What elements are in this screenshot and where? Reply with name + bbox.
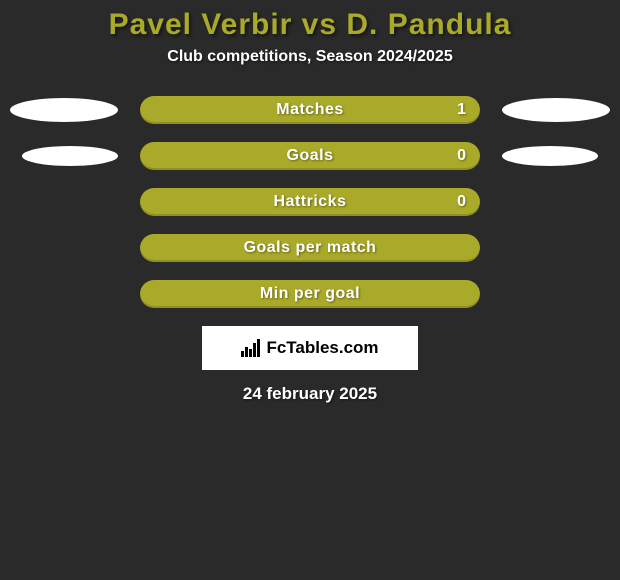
- stat-rows: Matches 1 Goals 0 Hattricks 0 Goals: [0, 96, 620, 308]
- stat-bar: Hattricks 0: [140, 188, 480, 216]
- stat-row: Goals per match: [0, 234, 620, 262]
- stat-label: Goals: [287, 147, 334, 165]
- right-ellipse: [502, 146, 598, 166]
- source-logo-text: FcTables.com: [266, 338, 378, 358]
- comparison-infographic: Pavel Verbir vs D. Pandula Club competit…: [0, 0, 620, 404]
- date-label: 24 february 2025: [0, 384, 620, 404]
- stat-label: Matches: [276, 101, 344, 119]
- source-logo: FcTables.com: [202, 326, 418, 370]
- page-title: Pavel Verbir vs D. Pandula: [0, 8, 620, 42]
- stat-row: Goals 0: [0, 142, 620, 170]
- stat-bar: Goals 0: [140, 142, 480, 170]
- stat-label: Hattricks: [274, 193, 347, 211]
- left-ellipse: [10, 98, 118, 122]
- page-subtitle: Club competitions, Season 2024/2025: [0, 48, 620, 66]
- stat-bar: Goals per match: [140, 234, 480, 262]
- bar-chart-icon: [241, 339, 260, 357]
- right-ellipse: [502, 98, 610, 122]
- stat-row: Min per goal: [0, 280, 620, 308]
- stat-bar: Matches 1: [140, 96, 480, 124]
- stat-value: 1: [457, 101, 466, 119]
- stat-row: Hattricks 0: [0, 188, 620, 216]
- stat-label: Goals per match: [244, 239, 377, 257]
- stat-row: Matches 1: [0, 96, 620, 124]
- stat-value: 0: [457, 147, 466, 165]
- stat-value: 0: [457, 193, 466, 211]
- stat-bar: Min per goal: [140, 280, 480, 308]
- left-ellipse: [22, 146, 118, 166]
- stat-label: Min per goal: [260, 285, 360, 303]
